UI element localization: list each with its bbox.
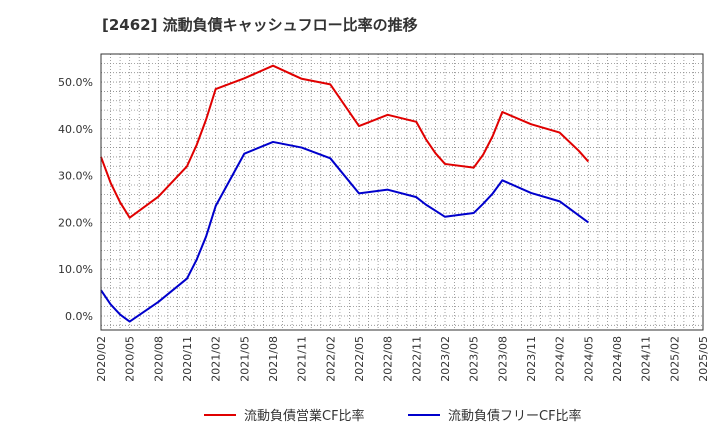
x-tick-label: 2023/05 (468, 336, 481, 382)
x-tick-label: 2022/08 (382, 336, 395, 382)
y-tick-label: 50.0% (58, 76, 93, 89)
y-tick-label: 10.0% (58, 263, 93, 276)
x-tick-label: 2021/05 (238, 336, 251, 382)
horizontal-gridlines (101, 62, 703, 326)
legend-label-1: 流動負債営業CF比率 (244, 408, 365, 424)
y-axis-ticks: 0.0% 10.0% 20.0% 30.0% 40.0% 50.0% (58, 76, 93, 323)
y-tick-label: 0.0% (65, 310, 93, 323)
series-line-2 (100, 140, 589, 323)
y-tick-label: 40.0% (58, 123, 93, 136)
legend-label-2: 流動負債フリーCF比率 (448, 408, 582, 424)
x-tick-label: 2024/11 (640, 336, 653, 382)
x-tick-label: 2021/11 (296, 336, 309, 382)
x-tick-label: 2021/02 (210, 336, 223, 382)
vertical-gridlines (110, 54, 694, 330)
x-tick-label: 2020/11 (181, 336, 194, 382)
plot-area (101, 54, 703, 330)
legend: 流動負債営業CF比率 流動負債フリーCF比率 (204, 408, 582, 424)
x-tick-label: 2025/02 (668, 336, 681, 382)
x-tick-label: 2021/08 (267, 336, 280, 382)
x-tick-label: 2022/05 (353, 336, 366, 382)
x-tick-label: 2023/02 (439, 336, 452, 382)
x-tick-label: 2023/08 (496, 336, 509, 382)
x-tick-label: 2022/11 (410, 336, 423, 382)
x-tick-label: 2020/08 (152, 336, 165, 382)
x-tick-label: 2020/02 (95, 336, 108, 382)
y-tick-label: 30.0% (58, 170, 93, 183)
x-axis-ticks: 2020/02 2020/05 2020/08 2020/11 2021/02 2021/… (95, 336, 710, 382)
series-lines (100, 64, 590, 323)
x-tick-label: 2023/11 (525, 336, 538, 382)
x-tick-label: 2020/05 (124, 336, 137, 382)
x-tick-label: 2024/05 (582, 336, 595, 382)
chart-title: [2462] 流動負債キャッシュフロー比率の推移 (102, 16, 418, 34)
x-tick-label: 2024/08 (611, 336, 624, 382)
x-tick-label: 2024/02 (554, 336, 567, 382)
plot-frame (100, 53, 704, 331)
y-tick-label: 20.0% (58, 216, 93, 229)
series-line-1 (100, 64, 590, 219)
x-tick-label: 2022/02 (324, 336, 337, 382)
x-tick-label: 2025/05 (697, 336, 710, 382)
